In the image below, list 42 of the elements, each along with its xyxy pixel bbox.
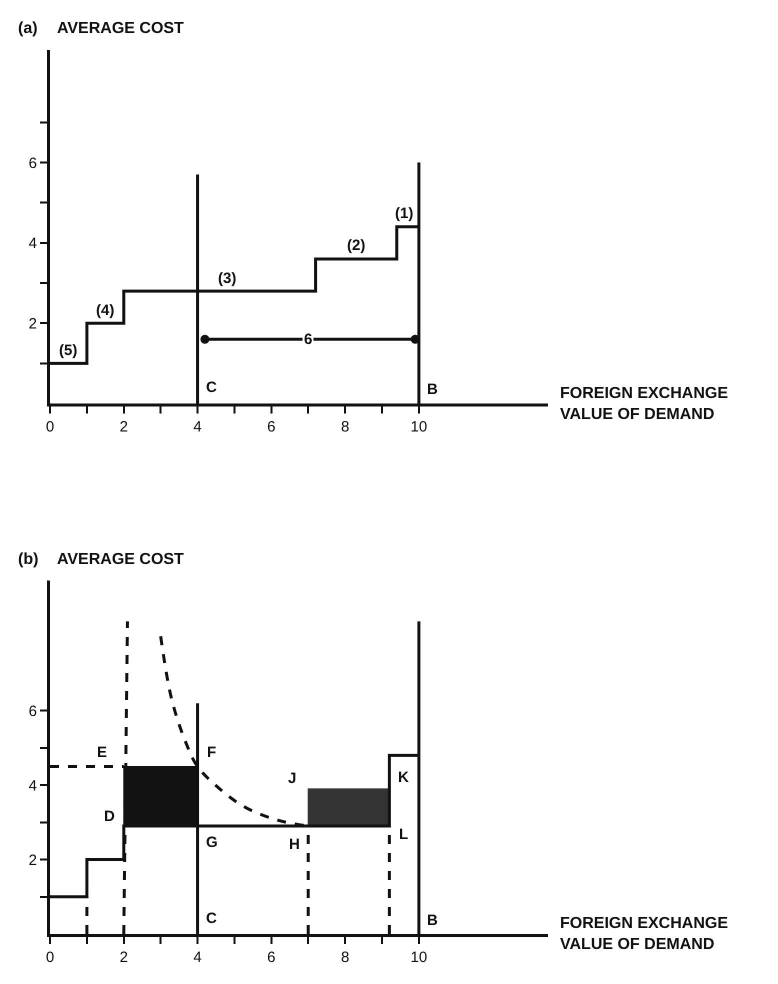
- annotation: (2): [347, 237, 366, 254]
- annotation: K: [398, 769, 409, 786]
- y-axis-title: AVERAGE COST: [57, 551, 184, 568]
- annotation: (4): [96, 302, 114, 319]
- x-tick-label: 2: [120, 418, 128, 436]
- annotation: L: [399, 826, 408, 843]
- annotation: G: [206, 834, 218, 851]
- y-tick-label: 4: [28, 777, 37, 794]
- x-tick-label: 6: [267, 949, 276, 966]
- chart-title: (a): [18, 20, 38, 37]
- annotation: 6: [304, 331, 312, 348]
- y-axis-title: AVERAGE COST: [57, 20, 184, 37]
- annotation: B: [427, 381, 438, 398]
- annotation: J: [288, 770, 296, 787]
- annotation: (5): [59, 342, 78, 359]
- annotation: E: [97, 744, 108, 761]
- x-tick-label: 8: [340, 949, 350, 966]
- x-tick-label: 2: [120, 949, 128, 966]
- y-tick-label: 6: [28, 702, 37, 720]
- x-tick-label: 10: [410, 949, 428, 966]
- y-tick-label: 4: [28, 235, 37, 252]
- annotation: B: [427, 912, 438, 929]
- y-tick-label: 2: [28, 315, 37, 332]
- y-tick-label: 2: [28, 852, 37, 869]
- x-axis-title: FOREIGN EXCHANGE VALUE OF DEMAND: [560, 915, 728, 953]
- x-tick-label: 8: [340, 418, 350, 436]
- x-tick-label: 4: [193, 418, 202, 436]
- x-axis-title: FOREIGN EXCHANGE VALUE OF DEMAND: [560, 385, 728, 423]
- x-tick-label: 0: [46, 949, 54, 966]
- annotation: D: [104, 808, 115, 825]
- annotation: F: [207, 744, 216, 761]
- x-tick-label: 6: [267, 418, 276, 436]
- annotation: C: [206, 910, 217, 927]
- y-tick-label: 6: [28, 154, 37, 172]
- x-tick-label: 4: [193, 949, 202, 966]
- annotation: H: [289, 836, 300, 853]
- annotation: (1): [395, 205, 414, 222]
- chart-title: (b): [18, 551, 38, 568]
- annotation: C: [206, 379, 217, 396]
- x-tick-label: 0: [46, 418, 54, 436]
- x-tick-label: 10: [410, 418, 428, 436]
- annotation: (3): [218, 270, 236, 287]
